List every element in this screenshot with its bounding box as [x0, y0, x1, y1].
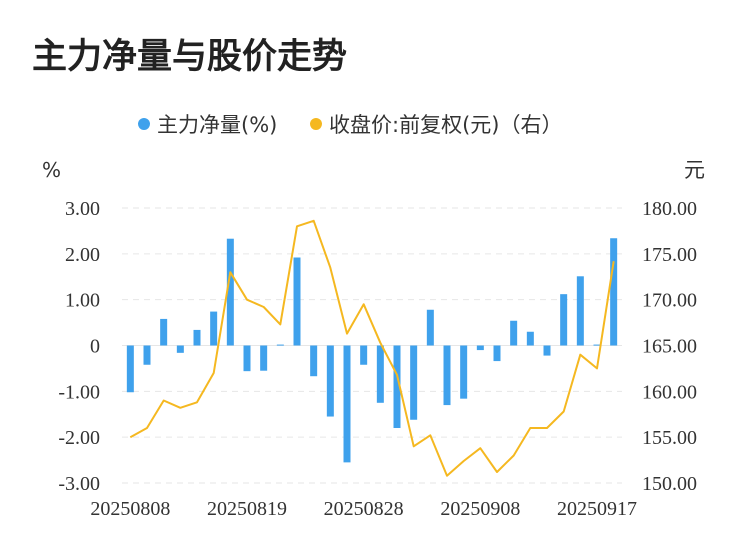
bar: [276, 344, 284, 346]
left-tick-label: 0: [90, 336, 100, 358]
bar: [526, 331, 534, 346]
bar: [176, 345, 184, 353]
bar: [376, 345, 384, 403]
legend: 主力净量(%) 收盘价:前复权(元)（右）: [138, 113, 562, 137]
right-axis-ticks: 180.00 175.00 170.00 165.00 160.00 155.00 150.…: [642, 198, 697, 495]
bar: [160, 318, 168, 346]
gridlines: [122, 207, 622, 484]
bar: [543, 345, 551, 356]
right-tick-label: 150.00: [642, 473, 697, 495]
bar: [576, 276, 584, 346]
left-tick-label: 1.00: [65, 290, 100, 312]
bar: [126, 345, 134, 393]
x-axis-ticks: 20250808 20250819 20250828 20250908 20250917: [90, 498, 637, 520]
bar: [343, 345, 351, 463]
bar: [610, 238, 618, 346]
bar: [593, 344, 601, 346]
bar: [393, 345, 401, 428]
right-tick-label: 165.00: [642, 336, 697, 358]
legend-marker-line: [310, 118, 322, 130]
bar: [510, 320, 518, 346]
bar: [260, 345, 268, 371]
bar: [476, 345, 484, 351]
left-axis-ticks: 3.00 2.00 1.00 0 -1.00 -2.00 -3.00: [58, 198, 100, 495]
bar: [410, 345, 418, 420]
price-line: [129, 219, 615, 477]
bar: [143, 345, 151, 365]
left-tick-label: 3.00: [65, 198, 100, 220]
bar: [426, 309, 434, 346]
bar: [326, 345, 334, 417]
bar: [243, 345, 251, 372]
left-tick-label: -2.00: [58, 427, 100, 449]
left-tick-label: -3.00: [58, 473, 100, 495]
bar: [460, 345, 468, 399]
bar-series: [126, 238, 618, 463]
x-tick-label: 20250808: [90, 498, 170, 520]
bar: [210, 311, 218, 346]
legend-label-line: 收盘价:前复权(元)（右）: [329, 113, 562, 137]
chart-title: 主力净量与股价走势: [32, 37, 347, 77]
bar: [560, 294, 568, 346]
right-tick-label: 155.00: [642, 427, 697, 449]
right-tick-label: 175.00: [642, 244, 697, 266]
x-tick-label: 20250819: [207, 498, 287, 520]
bar: [293, 257, 301, 346]
left-axis-unit: %: [42, 158, 61, 182]
bar: [193, 329, 201, 346]
left-tick-label: 2.00: [65, 244, 100, 266]
bar: [443, 345, 451, 406]
x-tick-label: 20250908: [440, 498, 520, 520]
right-tick-label: 160.00: [642, 381, 697, 403]
bar: [493, 345, 501, 362]
bar: [310, 345, 318, 377]
bar: [226, 238, 234, 346]
right-axis-unit: 元: [684, 158, 705, 182]
right-tick-label: 170.00: [642, 290, 697, 312]
right-tick-label: 180.00: [642, 198, 697, 220]
legend-label-bar: 主力净量(%): [157, 113, 277, 137]
legend-marker-bar: [138, 118, 150, 130]
left-tick-label: -1.00: [58, 381, 100, 403]
x-tick-label: 20250828: [324, 498, 404, 520]
bar: [360, 345, 368, 365]
x-tick-label: 20250917: [557, 498, 637, 520]
